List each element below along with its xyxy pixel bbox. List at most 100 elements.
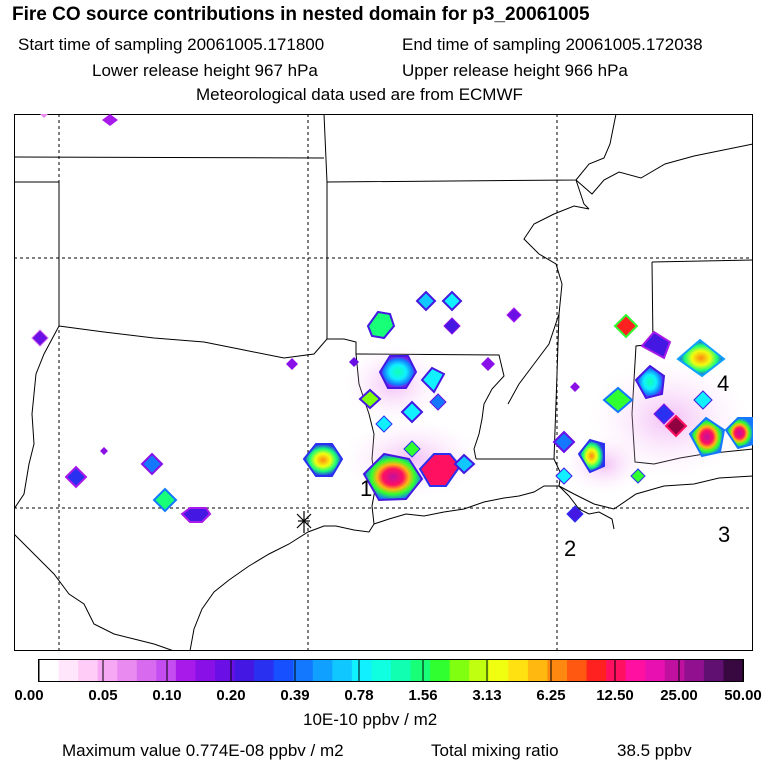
plume-cell [358, 388, 382, 410]
colorbar-cell [625, 660, 646, 681]
colorbar-cell [488, 660, 509, 681]
colorbar-cell [97, 660, 118, 681]
colorbar-cell [586, 660, 607, 681]
colorbar-cell [156, 660, 177, 681]
plume-cell [180, 507, 212, 523]
plume-cell [420, 366, 446, 394]
colorbar-cell [234, 660, 255, 681]
colorbar-tick-label: 1.56 [408, 687, 437, 704]
colorbar-tick-label: 0.10 [152, 687, 181, 704]
map-title: Fire CO source contributions in nested d… [12, 4, 590, 25]
colorbar-cell [469, 660, 490, 681]
plume-cell [286, 358, 298, 370]
plume-cell [602, 386, 634, 414]
colorbar-tick-label: 0.20 [216, 687, 245, 704]
colorbar-cell [391, 660, 412, 681]
plume-cell [366, 310, 396, 340]
plume-cell [634, 364, 666, 400]
colorbar-cell [371, 660, 392, 681]
colorbar-tick-label: 50.00 [724, 687, 762, 704]
plume-cell [453, 453, 476, 475]
plume-cell [555, 467, 573, 485]
colorbar-cell [175, 660, 197, 681]
colorbar-cell [78, 660, 99, 681]
plume-cell [552, 430, 576, 454]
colorbar-cell [547, 660, 568, 681]
plume-cell [577, 438, 605, 474]
total-mixing-label: Total mixing ratio [431, 741, 559, 760]
colorbar-cell [273, 660, 294, 681]
colorbar-tick-marks [38, 660, 744, 681]
plume-cell [100, 447, 108, 455]
colorbar-cell [606, 660, 627, 681]
colorbar-tick-label: 0.00 [14, 687, 43, 704]
plume-cell [724, 417, 753, 450]
colorbar-tick-label: 6.25 [536, 687, 565, 704]
plume-cell [102, 114, 118, 126]
plume-cell [403, 440, 421, 458]
plume-cell [570, 382, 580, 392]
colorbar-cell [312, 660, 333, 681]
plume-cell [441, 290, 463, 312]
plume-cell [630, 468, 646, 484]
colorbar-cell [410, 660, 431, 681]
plume-cell [640, 330, 672, 360]
sampling-start: Start time of sampling 20061005.171800 [18, 35, 325, 54]
colorbar-unit: 10E-10 ppbv / m2 [303, 710, 438, 729]
plume-cell [302, 443, 344, 477]
colorbar-cell [645, 660, 666, 681]
plume-cell [653, 403, 675, 425]
plume-cell [676, 338, 726, 378]
plume-cell [40, 114, 48, 118]
plume-cell [688, 416, 726, 458]
colorbar-tick-label: 3.13 [472, 687, 501, 704]
plume-cell [375, 415, 393, 433]
colorbar-cell [293, 660, 314, 681]
plume-cell [415, 290, 437, 312]
colorbar-cell [703, 660, 725, 681]
plume-cell [378, 355, 418, 389]
plume-cell [566, 505, 584, 523]
plume-cell [362, 452, 424, 502]
colorbar-cell [58, 660, 79, 681]
colorbar-cell [254, 660, 275, 681]
release-lower: Lower release height 967 hPa [92, 61, 318, 80]
total-mixing-value: 38.5 ppbv [617, 741, 692, 760]
colorbar-cell [508, 660, 529, 681]
sampling-end: End time of sampling 20061005.172038 [402, 35, 703, 54]
plume-cell [443, 317, 461, 335]
map-label-4: 4 [717, 371, 729, 396]
map-label-1: 1 [360, 476, 372, 501]
plume-cell [140, 452, 164, 476]
colorbar-tick-label: 0.78 [344, 687, 373, 704]
plume-cell [152, 487, 178, 513]
plume-cell [429, 393, 447, 411]
colorbar-cell [117, 660, 138, 681]
colorbar-cell [449, 660, 470, 681]
colorbar-cell [215, 660, 236, 681]
colorbar-tick-labels: 0.00 0.05 0.10 0.20 0.39 0.78 1.56 3.13 6.25 12.5… [14, 687, 761, 704]
plume-cell [64, 465, 88, 489]
colorbar-cell [39, 660, 60, 681]
plume-cells [31, 114, 753, 523]
colorbar-cell [723, 660, 744, 681]
plume-cell [506, 307, 522, 323]
colorbar-tick-label: 25.00 [660, 687, 698, 704]
plume-cell [481, 357, 495, 371]
map-panel: 1 2 3 4 [14, 114, 753, 651]
met-data-note: Meteorological data used are from ECMWF [196, 85, 523, 104]
colorbar-cell [332, 660, 353, 681]
plume-cell [349, 357, 359, 367]
site-marker-icon [296, 511, 312, 533]
colorbar-tick-label: 0.39 [280, 687, 309, 704]
plume-cell [693, 390, 713, 410]
colorbar-cell [430, 660, 451, 681]
colorbar-cell [136, 660, 157, 681]
colorbar-cells [39, 660, 744, 681]
plume-cell [664, 414, 688, 438]
release-upper: Upper release height 966 hPa [402, 61, 628, 80]
colorbar-cell [684, 660, 705, 681]
colorbar-tick-label: 12.50 [596, 687, 634, 704]
colorbar-cell [351, 660, 373, 681]
plume-cell [31, 329, 49, 347]
